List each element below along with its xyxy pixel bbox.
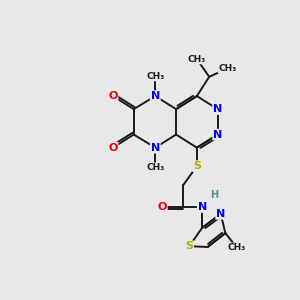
Text: S: S [185,241,193,251]
Text: CH₃: CH₃ [188,55,206,64]
Text: H: H [210,190,218,200]
Text: O: O [158,202,167,212]
Text: S: S [193,161,201,171]
Text: CH₃: CH₃ [146,163,164,172]
Text: O: O [108,91,118,101]
Text: N: N [213,130,222,140]
Text: N: N [198,202,207,212]
Text: CH₃: CH₃ [218,64,237,73]
Text: CH₃: CH₃ [228,243,246,252]
Text: N: N [151,91,160,101]
Text: CH₃: CH₃ [146,71,164,80]
Text: O: O [108,143,118,153]
Text: N: N [216,209,225,219]
Text: N: N [213,104,222,114]
Text: N: N [151,143,160,153]
